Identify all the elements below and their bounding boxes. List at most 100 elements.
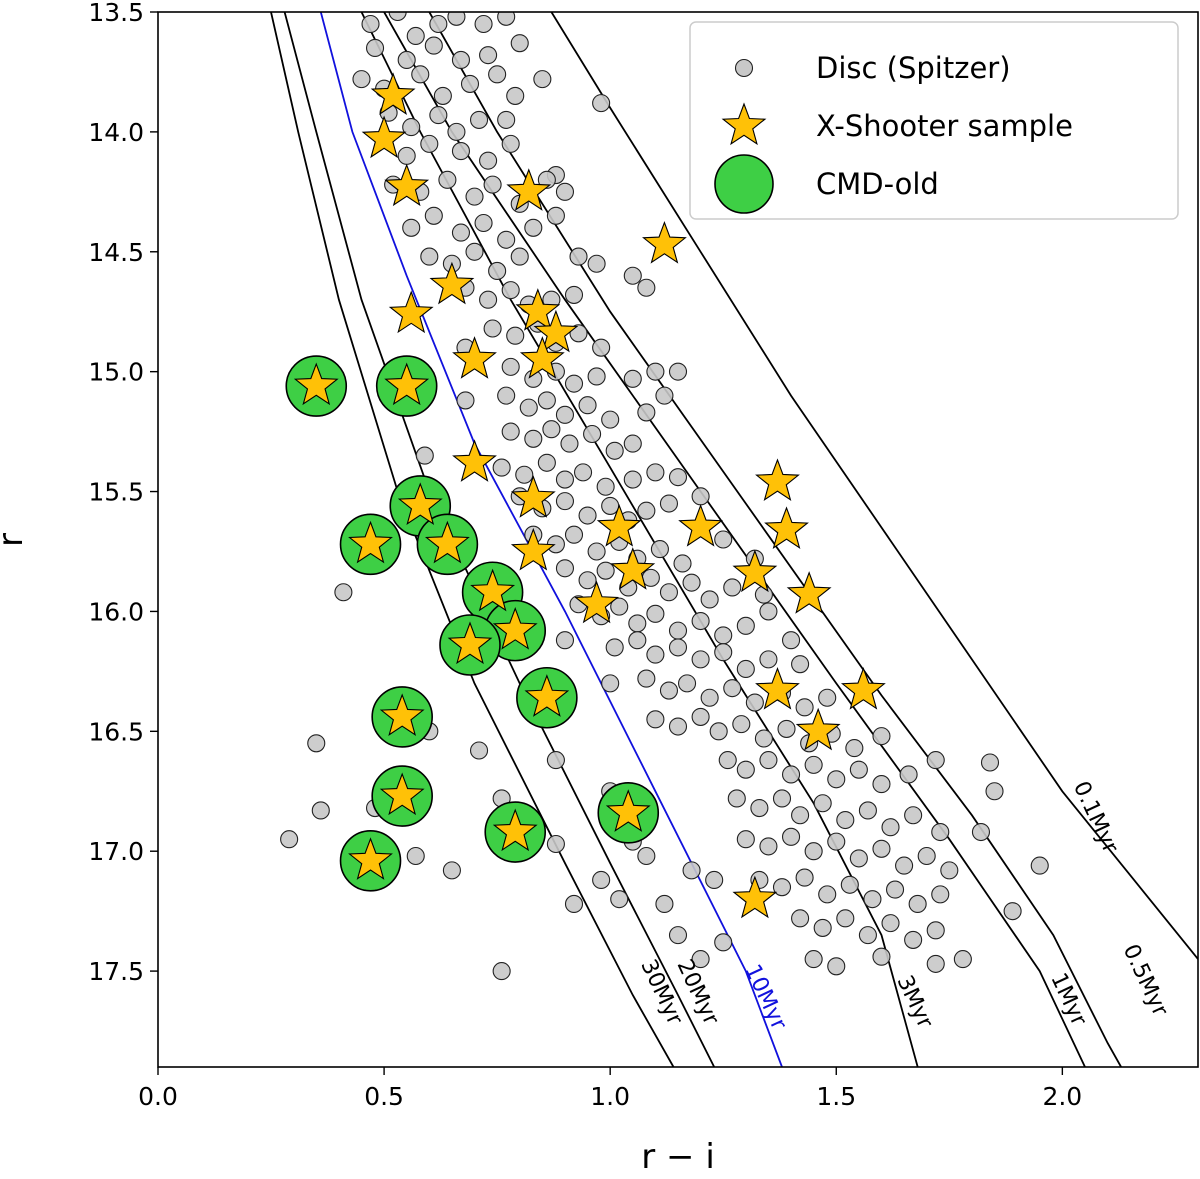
xshooter-star xyxy=(424,520,470,564)
xshooter-star xyxy=(732,875,778,919)
disc-point xyxy=(759,751,778,770)
disc-point xyxy=(772,789,792,808)
disc-point xyxy=(623,434,642,453)
disc-point xyxy=(537,391,556,410)
disc-point xyxy=(863,890,882,909)
disc-point xyxy=(691,487,710,506)
disc-point xyxy=(646,463,665,482)
xshooter-star xyxy=(519,336,565,379)
x-tick-label: 2.0 xyxy=(1042,1082,1082,1111)
disc-point xyxy=(501,281,520,300)
disc-point xyxy=(542,420,561,439)
disc-point xyxy=(469,741,489,760)
xshooter-star xyxy=(348,837,393,880)
disc-point xyxy=(424,36,443,55)
xshooter-star xyxy=(384,362,430,406)
disc-point xyxy=(488,261,507,281)
disc-point xyxy=(510,247,529,266)
disc-point xyxy=(908,894,927,914)
disc-point xyxy=(488,65,507,84)
disc-point xyxy=(655,894,674,914)
disc-point xyxy=(759,602,778,621)
disc-point xyxy=(592,338,611,357)
disc-point xyxy=(781,765,801,784)
disc-point xyxy=(705,870,724,890)
disc-point xyxy=(985,782,1004,801)
disc-point xyxy=(650,540,669,559)
disc-point xyxy=(781,827,801,846)
disc-point xyxy=(872,947,891,966)
disc-point xyxy=(573,463,593,482)
disc-point xyxy=(637,403,656,422)
disc-point xyxy=(587,254,606,273)
disc-point xyxy=(537,170,556,189)
disc-point xyxy=(668,926,688,945)
disc-point xyxy=(881,818,900,837)
disc-point xyxy=(451,50,471,70)
disc-point xyxy=(583,424,602,444)
disc-point xyxy=(460,74,480,93)
y-tick-label: 17.5 xyxy=(88,957,144,986)
disc-point xyxy=(533,70,552,89)
x-tick-label: 0.0 xyxy=(138,1082,178,1111)
y-tick-label: 16.0 xyxy=(88,597,144,626)
y-tick-label: 17.0 xyxy=(88,837,144,866)
disc-point xyxy=(772,878,792,897)
disc-point xyxy=(361,14,380,34)
disc-point xyxy=(388,12,407,22)
xshooter-star xyxy=(795,707,841,751)
disc-point xyxy=(628,614,647,633)
disc-point xyxy=(483,175,502,194)
disc-point xyxy=(931,885,950,904)
disc-point xyxy=(601,674,620,693)
disc-point xyxy=(555,631,575,650)
disc-point xyxy=(1003,902,1022,921)
disc-point xyxy=(411,65,430,84)
disc-point xyxy=(592,870,611,890)
disc-point xyxy=(759,650,778,669)
disc-point xyxy=(736,659,755,679)
disc-point xyxy=(836,909,855,928)
disc-point xyxy=(718,751,737,770)
disc-point xyxy=(501,134,520,153)
disc-point xyxy=(682,861,701,880)
disc-point xyxy=(836,810,855,830)
x-tick-label: 1.0 xyxy=(590,1082,630,1111)
xshooter-star xyxy=(452,336,497,379)
disc-point xyxy=(465,187,484,206)
disc-point xyxy=(659,681,679,700)
disc-point xyxy=(578,396,597,415)
disc-point xyxy=(723,578,742,597)
disc-point xyxy=(791,909,810,928)
disc-point xyxy=(497,12,516,26)
disc-point xyxy=(917,846,936,866)
disc-point xyxy=(827,770,846,789)
xshooter-star xyxy=(429,261,475,305)
xshooter-star xyxy=(755,458,800,502)
disc-point xyxy=(754,729,773,748)
disc-point xyxy=(714,626,733,645)
disc-point xyxy=(673,554,692,573)
xshooter-star xyxy=(764,506,809,549)
xshooter-star xyxy=(452,439,497,482)
disc-point xyxy=(420,247,439,266)
disc-point xyxy=(465,242,484,261)
disc-point xyxy=(646,604,665,623)
disc-point xyxy=(479,151,498,170)
disc-point xyxy=(596,477,615,496)
disc-point xyxy=(420,134,439,153)
disc-point xyxy=(519,398,538,417)
disc-point xyxy=(668,621,688,640)
disc-point xyxy=(700,590,719,609)
legend-label-disc: Disc (Spitzer) xyxy=(816,51,1011,85)
disc-point xyxy=(872,727,891,746)
disc-point xyxy=(795,698,814,717)
disc-point xyxy=(1030,856,1049,875)
disc-point xyxy=(610,890,629,909)
disc-point xyxy=(569,247,588,266)
disc-point xyxy=(438,170,457,189)
disc-point xyxy=(451,142,471,161)
disc-point xyxy=(334,583,353,602)
disc-point xyxy=(311,801,330,820)
